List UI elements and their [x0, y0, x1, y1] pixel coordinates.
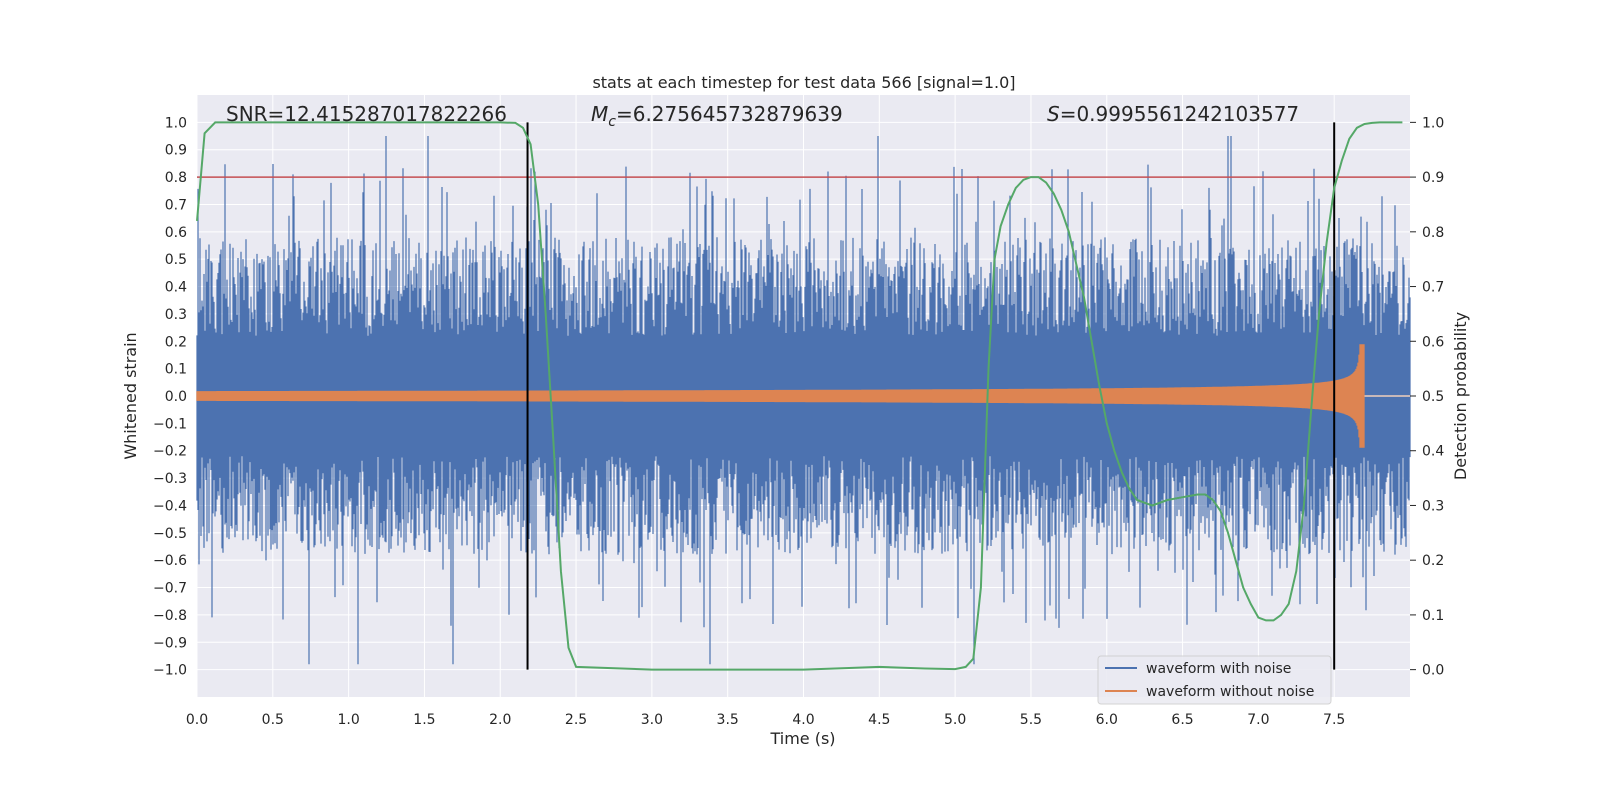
x-tick-label: 4.5: [868, 712, 890, 728]
x-tick-label: 7.0: [1247, 712, 1269, 728]
legend: waveform with noise waveform without noi…: [1097, 655, 1332, 705]
left-y-tick-label: 0.6: [165, 225, 187, 241]
legend-noise-label: waveform with noise: [1146, 661, 1291, 677]
x-tick-label: 4.0: [792, 712, 814, 728]
snr-annotation: SNR=12.415287017822266: [226, 102, 507, 126]
x-tick-label: 3.0: [641, 712, 663, 728]
x-tick-label: 2.0: [489, 712, 511, 728]
chirp-mass-annotation: Mc=6.275645732879639: [591, 102, 843, 130]
left-y-tick-label: 0.2: [165, 334, 187, 350]
left-y-tick-label: −0.6: [153, 553, 187, 569]
x-tick-label: 0.5: [262, 712, 284, 728]
right-y-tick-label: 0.8: [1422, 225, 1444, 241]
left-y-tick-label: 1.0: [165, 115, 187, 131]
x-tick-label: 5.5: [1020, 712, 1042, 728]
x-axis-ticks: 0.0 0.5 1.0 1.5 2.0 2.5 3.0 3.5 4.0 4.5 5.0 5.5 6.0 6…: [186, 712, 1345, 728]
left-y-tick-label: −0.8: [153, 608, 187, 624]
left-y-tick-label: 0.5: [165, 252, 187, 268]
x-tick-label: 1.0: [337, 712, 359, 728]
x-tick-label: 5.0: [944, 712, 966, 728]
left-y-tick-label: −1.0: [153, 663, 187, 679]
left-y-tick-label: 0.4: [165, 280, 187, 296]
x-tick-label: 2.5: [565, 712, 587, 728]
left-y-tick-label: −0.7: [153, 581, 187, 597]
left-y-tick-label: 0.7: [165, 197, 187, 213]
x-tick-label: 1.5: [413, 712, 435, 728]
left-y-tick-label: 0.0: [165, 389, 187, 405]
left-y-tick-label: −0.2: [153, 444, 187, 460]
overlay-lines: [196, 121, 1410, 671]
clean-waveform: [196, 344, 1410, 448]
s-annotation: S=0.9995561242103577: [1047, 102, 1299, 126]
chirp-mass-subscript: c: [608, 114, 616, 130]
right-axis-label: Detection probability: [1451, 312, 1470, 480]
legend-clean-label: waveform without noise: [1146, 684, 1314, 700]
x-tick-label: 6.0: [1096, 712, 1118, 728]
right-y-tick-label: 0.1: [1422, 608, 1444, 624]
detection-probability-line: [196, 121, 1403, 671]
clean-trace: [196, 344, 1365, 448]
chart-title: stats at each timestep for test data 566…: [592, 73, 1015, 92]
right-y-tick-label: 1.0: [1422, 115, 1444, 131]
left-y-tick-label: −0.9: [153, 635, 187, 651]
x-tick-label: 3.5: [717, 712, 739, 728]
left-axis-ticks: 1.0 0.9 0.8 0.7 0.6 0.5 0.4 0.3 0.2 0.1 0.0 −0.1 −0.…: [153, 115, 187, 678]
right-y-tick-label: 0.7: [1422, 280, 1444, 296]
chirp-mass-value: =6.275645732879639: [616, 102, 843, 126]
left-y-tick-label: 0.9: [165, 143, 187, 159]
x-tick-label: 7.5: [1323, 712, 1345, 728]
chirp-mass-symbol: M: [591, 102, 608, 126]
right-y-tick-label: 0.0: [1422, 663, 1444, 679]
left-axis-label: Whitened strain: [121, 332, 140, 459]
right-y-tick-label: 0.5: [1422, 389, 1444, 405]
left-y-tick-label: −0.5: [153, 526, 187, 542]
s-value: =0.9995561242103577: [1060, 102, 1299, 126]
right-y-tick-label: 0.6: [1422, 334, 1444, 350]
left-y-tick-label: 0.8: [165, 170, 187, 186]
right-y-tick-label: 0.4: [1422, 444, 1444, 460]
right-y-tick-label: 0.3: [1422, 498, 1444, 514]
s-symbol: S: [1047, 102, 1060, 126]
right-y-tick-label: 0.9: [1422, 170, 1444, 186]
left-y-tick-label: 0.1: [165, 362, 187, 378]
left-y-tick-label: −0.1: [153, 416, 187, 432]
right-axis-ticks: 1.0 0.9 0.8 0.7 0.6 0.5 0.4 0.3 0.2 0.1 0.0: [1410, 115, 1444, 679]
left-y-tick-label: −0.3: [153, 471, 187, 487]
legend-box: [1097, 655, 1332, 705]
left-y-tick-label: −0.4: [153, 498, 187, 514]
x-axis-label: Time (s): [769, 729, 835, 748]
x-tick-label: 0.0: [186, 712, 208, 728]
x-tick-label: 6.5: [1171, 712, 1193, 728]
right-y-tick-label: 0.2: [1422, 553, 1444, 569]
left-y-tick-label: 0.3: [165, 307, 187, 323]
